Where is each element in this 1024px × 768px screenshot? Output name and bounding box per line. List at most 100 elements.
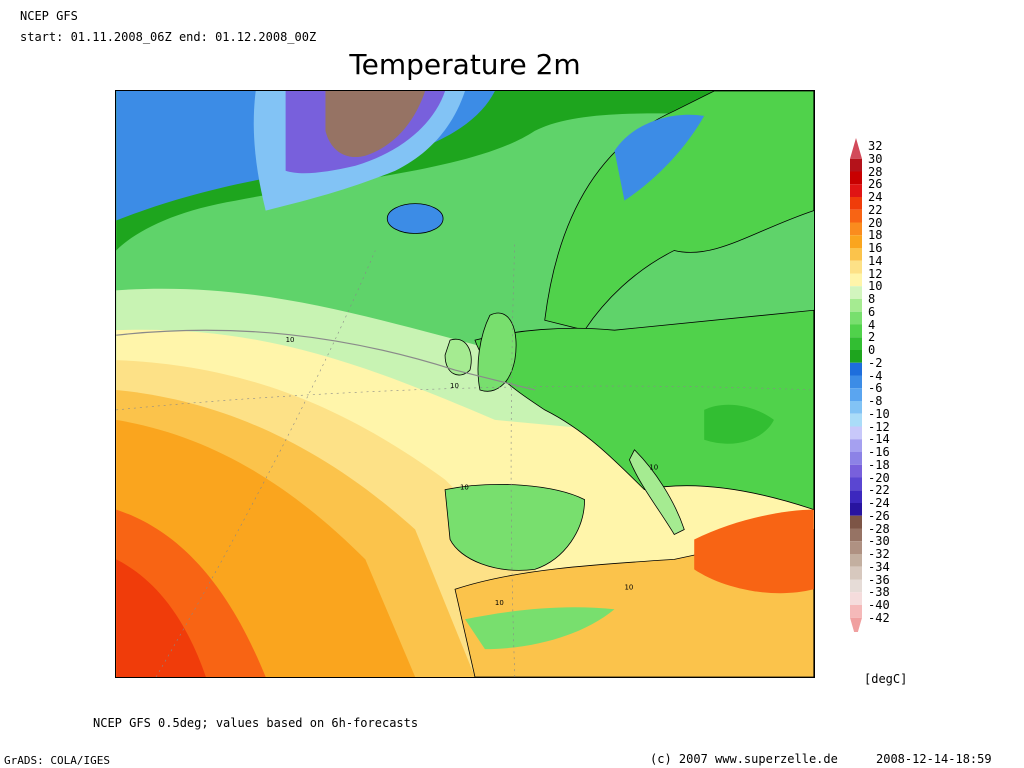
contour-label: 10 [624,583,633,591]
colorbar-label: 10 [868,279,883,294]
scandinavia-cold-area [614,114,705,201]
colorbar-label: 16 [868,241,883,255]
colorbar-label: -24 [868,496,890,510]
colorbar-label: -22 [868,483,890,498]
contour-label: 10 [460,484,469,492]
colorbar-swatch [850,248,862,261]
colorbar-label: 32 [868,139,883,153]
colorbar-swatch [850,184,862,197]
alps-region [704,404,774,444]
colorbar-swatch [850,209,862,223]
contour-label: 10 [495,599,504,607]
colorbar-swatch [850,401,862,414]
colorbar-label: 12 [868,266,883,281]
colorbar-label: 6 [868,304,876,319]
colorbar-swatch [850,426,862,440]
italy [629,449,685,536]
colorbar-swatch [850,222,862,236]
colorbar-swatch [850,350,862,363]
time-period: start: 01.11.2008_06Z end: 01.12.2008_00… [20,30,317,44]
colorbar-label: 0 [868,343,876,357]
colorbar-swatch [850,541,862,554]
iceland [386,203,444,234]
colorbar-swatch [850,592,862,605]
colorbar-swatch [850,273,862,287]
colorbar-label: 24 [868,190,883,204]
colorbar-swatch [850,579,862,593]
model-name: NCEP GFS [20,9,78,23]
colorbar-label: -42 [868,610,890,625]
colorbar-label: -38 [868,585,890,600]
scandinavia [544,91,814,331]
timestamp: 2008-12-14-18:59 [876,752,992,766]
colorbar-swatch [850,464,862,478]
colorbar-label: -30 [868,534,890,549]
colorbar-label: 26 [868,177,883,192]
ireland [444,338,472,376]
colorbar-swatch [850,605,862,618]
colorbar-swatch [850,235,862,248]
colorbar-swatch [850,554,862,567]
colorbar-label: -36 [868,572,890,587]
contour-label: 10 [286,336,295,344]
colorbar-label: -14 [868,432,890,447]
colorbar-label: 20 [868,215,883,230]
colorbar-label: 28 [868,164,883,179]
colorbar-swatch [850,515,862,529]
colorbar-label: 4 [868,317,876,332]
colorbar-label: 22 [868,202,883,217]
colorbar-swatch [850,260,862,274]
contour-label: 10 [450,382,459,390]
colorbar-label: -40 [868,598,890,612]
colorbar-label: -26 [868,508,890,523]
colorbar-label: -32 [868,547,890,561]
band-24c [116,559,206,677]
colorbar [850,138,862,632]
colorbar-swatch [850,324,862,338]
colorbar-label: -28 [868,521,890,536]
map-title: Temperature 2m [349,48,581,81]
colorbar-swatch [850,158,862,172]
colorbar-label: -8 [868,394,883,408]
colorbar-swatch [850,503,862,516]
colorbar-swatch [850,197,862,210]
colorbar-label: 8 [868,292,876,306]
contour-10c [116,329,535,391]
colorbar-swatch [850,171,862,185]
colorbar-swatch [850,299,862,312]
colorbar-swatch [850,337,862,350]
colorbar-label: -16 [868,445,890,459]
colorbar-label: 30 [868,151,883,166]
iberian-peninsula [444,484,585,571]
colorbar-unit: [degC] [864,672,908,686]
colorbar-swatch [850,413,862,427]
great-britain [477,312,517,392]
temperature-map: 10 10 10 10 10 10 [115,90,815,678]
eastern-med-warm [694,509,814,594]
colorbar-swatch [850,452,862,465]
colorbar-swatch [850,439,862,452]
colorbar-label: -12 [868,419,890,434]
colorbar-swatch [850,477,862,491]
atlas-region [465,607,615,650]
colorbar-label: -34 [868,559,890,574]
colorbar-label: 18 [868,228,883,243]
colorbar-swatch [850,566,862,580]
contour-label: 10 [649,464,658,472]
colorbar-label: -18 [868,457,890,472]
colorbar-swatch [850,388,862,401]
colorbar-swatch [850,490,862,503]
colorbar-swatch [850,617,862,632]
colorbar-swatch [850,286,862,299]
colorbar-label: 2 [868,330,876,345]
colorbar-swatch [850,528,862,542]
colorbar-swatch [850,311,862,325]
colorbar-label: -2 [868,355,883,370]
colorbar-swatch [850,375,862,389]
greenland-plateau [325,91,426,158]
colorbar-label: -20 [868,470,890,485]
colorbar-label: -10 [868,406,890,421]
colorbar-label: -4 [868,368,883,383]
copyright: (c) 2007 www.superzelle.de [650,752,838,766]
grads-credit: GrADS: COLA/IGES [4,754,110,767]
